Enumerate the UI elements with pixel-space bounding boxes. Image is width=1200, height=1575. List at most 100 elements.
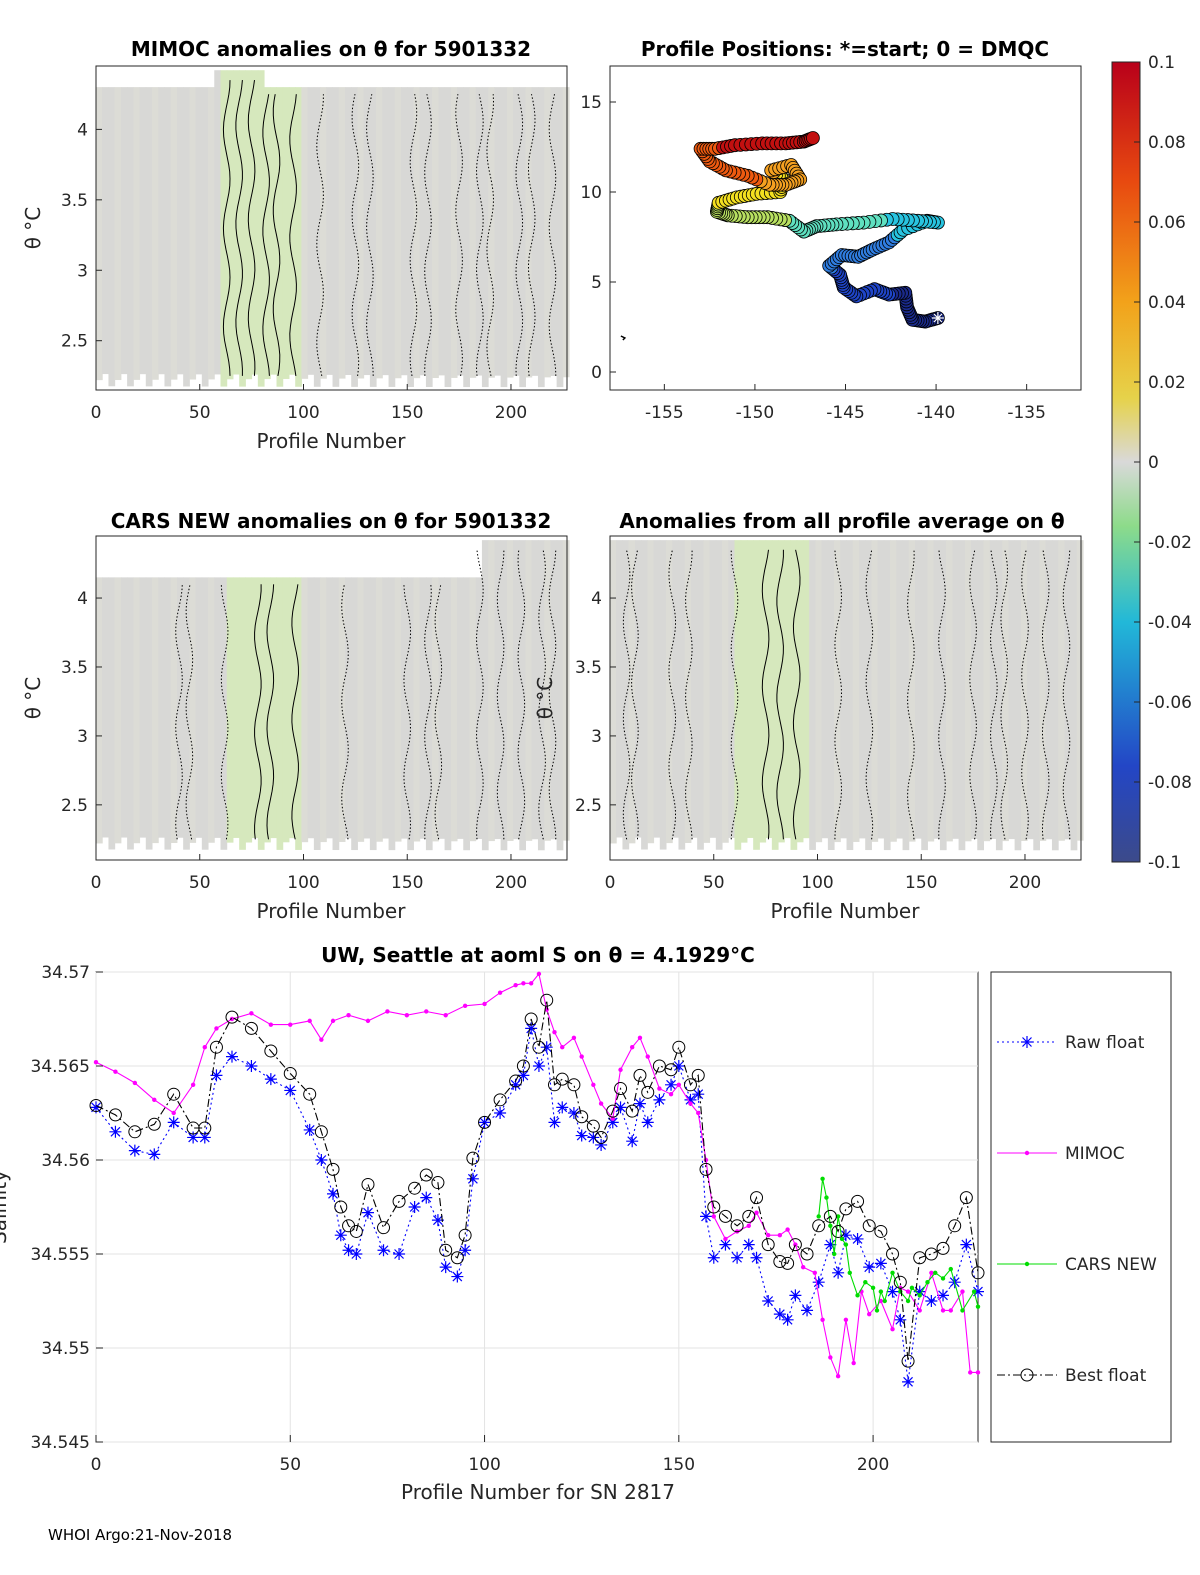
anomaly-cell (908, 540, 916, 842)
anomaly-cell (450, 577, 458, 842)
series-point (863, 1280, 868, 1285)
best-float-point (450, 1251, 464, 1265)
best-float-point (408, 1181, 422, 1195)
legend-label: CARS NEW (1065, 1255, 1157, 1275)
x-tick-label: 200 (495, 873, 527, 893)
series-point (820, 1176, 825, 1182)
series-point (835, 1214, 841, 1219)
anomaly-cell (697, 540, 704, 850)
anomaly-cell (939, 540, 947, 851)
anomaly-cell (251, 70, 259, 375)
anomaly-cell (921, 540, 928, 851)
raw-float-point (684, 1093, 697, 1106)
series-point (618, 1067, 623, 1072)
anomaly-cell (226, 70, 234, 380)
salinity-grid (95, 971, 978, 1443)
x-tick-label: 100 (287, 873, 319, 893)
best-float-point (567, 1078, 581, 1092)
raw-float-point (672, 1060, 685, 1072)
series-point (552, 1029, 557, 1035)
best-float-point (718, 1209, 732, 1223)
series-point (1024, 1150, 1030, 1156)
series-point (855, 1293, 860, 1298)
anomaly-cell (145, 87, 153, 387)
series-point (971, 1289, 977, 1294)
series-point (882, 1298, 887, 1304)
series-point (968, 1370, 973, 1375)
anomaly-cell (152, 87, 159, 380)
salinity-ticks: 0 50 100 150 200 34.545 34.55 34.555 34.56 34.565… (31, 963, 890, 1475)
anomaly-cell (641, 540, 648, 850)
series-point (890, 1270, 895, 1276)
allprofile-ylabel: θ °C (533, 677, 557, 720)
anomaly-cell (821, 540, 829, 839)
anomaly-cell (170, 87, 178, 380)
anomaly-cell (977, 540, 984, 851)
series-point (960, 1289, 965, 1294)
raw-float-point (832, 1266, 845, 1279)
raw-float-point (801, 1304, 814, 1317)
anomaly-cell (927, 540, 935, 842)
anomaly-cell (778, 540, 785, 843)
anomaly-cell (550, 540, 558, 840)
anomaly-cell (463, 577, 470, 851)
anomaly-cell (264, 87, 271, 380)
anomaly-cell (425, 577, 433, 851)
anomaly-cell (108, 87, 116, 387)
anomaly-cell (394, 577, 402, 842)
anomaly-cell (114, 87, 122, 381)
anomaly-cell (469, 577, 477, 842)
raw-float-point (478, 1116, 491, 1129)
salinity-title: UW, Seattle at aoml S on θ = 4.1929°C (321, 943, 755, 967)
series-point (629, 1045, 635, 1050)
raw-float-point (742, 1238, 755, 1251)
anomaly-cell (722, 540, 729, 843)
best-float-point (314, 1125, 328, 1139)
position-point (805, 131, 820, 145)
best-float-point (89, 1098, 103, 1112)
series-point (462, 1003, 468, 1009)
series-point (824, 1195, 829, 1200)
series-point (610, 1116, 615, 1121)
raw-float-point (665, 1078, 678, 1091)
raw-float-point (700, 1210, 713, 1223)
raw-float-point (606, 1116, 619, 1129)
anomaly-cell (270, 577, 278, 839)
anomaly-cell (438, 577, 446, 839)
best-float-point (349, 1224, 363, 1238)
best-float-point (326, 1162, 340, 1176)
series-point (132, 1080, 138, 1086)
raw-float-point (960, 1238, 973, 1251)
best-float-point (361, 1177, 375, 1191)
anomaly-cell (659, 540, 667, 850)
best-float-point (913, 1251, 927, 1265)
anomaly-cell (647, 540, 655, 844)
anomaly-cell (232, 577, 240, 838)
series-point (909, 1285, 915, 1291)
anomaly-cell (351, 577, 358, 851)
anomaly-cell (765, 540, 773, 839)
best-float-point (742, 1209, 756, 1223)
best-float-point (264, 1044, 278, 1058)
anomaly-contour (254, 584, 262, 840)
series-point (820, 1317, 825, 1323)
series-point (288, 1022, 293, 1027)
anomaly-cell (363, 577, 371, 839)
series-point (917, 1308, 922, 1313)
raw-float-point (839, 1229, 852, 1242)
cars-ylabel: θ °C (21, 677, 45, 720)
anomaly-cell (1076, 540, 1084, 841)
anomaly-cell (320, 577, 327, 843)
anomaly-contour (262, 94, 270, 376)
anomaly-cell (964, 540, 972, 842)
series-best-float (89, 993, 985, 1368)
y-tick-label: 34.56 (41, 1151, 90, 1171)
best-float-point (167, 1087, 181, 1101)
y-tick-label: 2.5 (61, 796, 88, 816)
anomaly-cell (307, 577, 315, 839)
anomaly-cell (753, 540, 760, 850)
raw-float-point (750, 1251, 763, 1264)
anomaly-cell (734, 540, 742, 850)
best-float-point (303, 1087, 317, 1101)
colorbar-tick-label: -0.02 (1148, 533, 1192, 553)
